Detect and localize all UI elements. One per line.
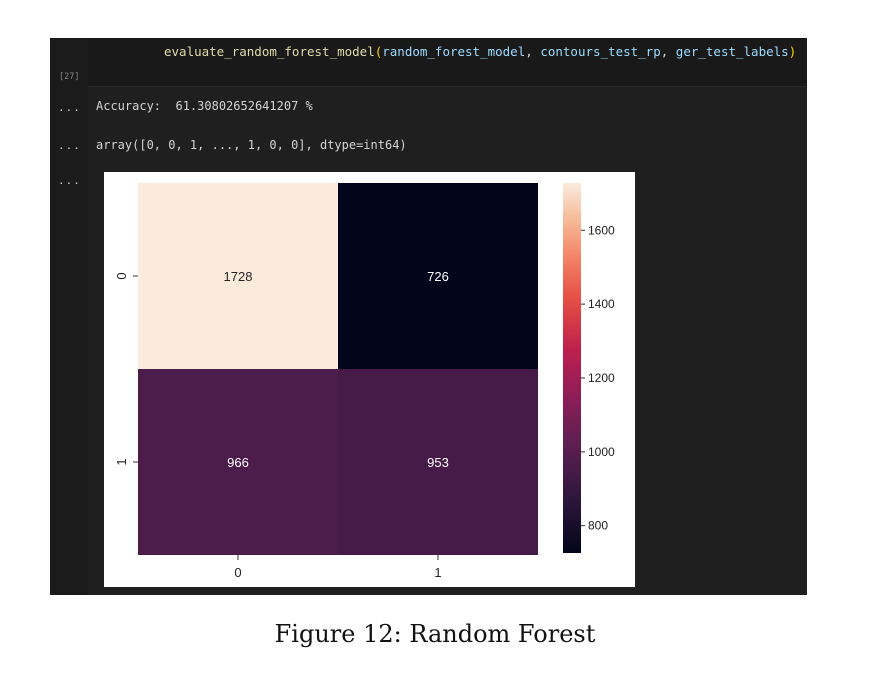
output-ellipsis-icon[interactable]: ...: [58, 139, 81, 152]
accuracy-output: Accuracy: 61.30802652641207 %: [96, 99, 313, 113]
execution-count: [27]: [59, 72, 80, 82]
colorbar-tick-label: 1200: [588, 371, 615, 385]
code-line[interactable]: evaluate_random_forest_model(random_fore…: [164, 44, 796, 59]
code-open-paren: (: [374, 44, 383, 59]
heatmap-cell: [138, 183, 338, 369]
x-tick-label: 1: [434, 565, 441, 580]
code-close-paren: ): [788, 44, 797, 59]
heatmap-cell: [338, 369, 538, 555]
colorbar: [563, 183, 581, 553]
output-ellipsis-icon[interactable]: ...: [58, 174, 81, 187]
confusion-matrix-plot: 1728 726 966 953 0 1 0 1 800 1000 1200 1400 1600: [104, 172, 635, 587]
colorbar-tick-label: 1000: [588, 445, 615, 459]
cell-value-label: 953: [427, 455, 449, 470]
cell-value-label: 726: [427, 269, 449, 284]
code-separator: ,: [525, 44, 541, 59]
code-function-name: evaluate_random_forest_model: [164, 44, 375, 59]
y-tick-label: 0: [114, 272, 129, 279]
code-arg-contours: contours_test_rp: [540, 44, 661, 59]
code-cell[interactable]: evaluate_random_forest_model(random_fore…: [88, 38, 807, 87]
array-output: array([0, 0, 1, ..., 1, 0, 0], dtype=int…: [96, 138, 407, 152]
cell-gutter: [50, 38, 88, 595]
confusion-matrix-heatmap: 1728 726 966 953 0 1 0 1 800 1000 1200 1400 1600: [114, 183, 615, 580]
cell-value-label: 966: [227, 455, 249, 470]
colorbar-tick-label: 1600: [588, 223, 615, 237]
code-arg-labels: ger_test_labels: [675, 44, 789, 59]
code-arg-model: random_forest_model: [382, 44, 526, 59]
x-tick-label: 0: [234, 565, 241, 580]
heatmap-cell: [138, 369, 338, 555]
figure-caption: Figure 12: Random Forest: [274, 620, 596, 648]
cell-value-label: 1728: [224, 269, 253, 284]
colorbar-tick-label: 1400: [588, 297, 615, 311]
output-ellipsis-icon[interactable]: ...: [58, 101, 81, 114]
colorbar-tick-label: 800: [588, 519, 608, 533]
heatmap-cell: [338, 183, 538, 369]
code-separator: ,: [660, 44, 676, 59]
y-tick-label: 1: [114, 458, 129, 465]
